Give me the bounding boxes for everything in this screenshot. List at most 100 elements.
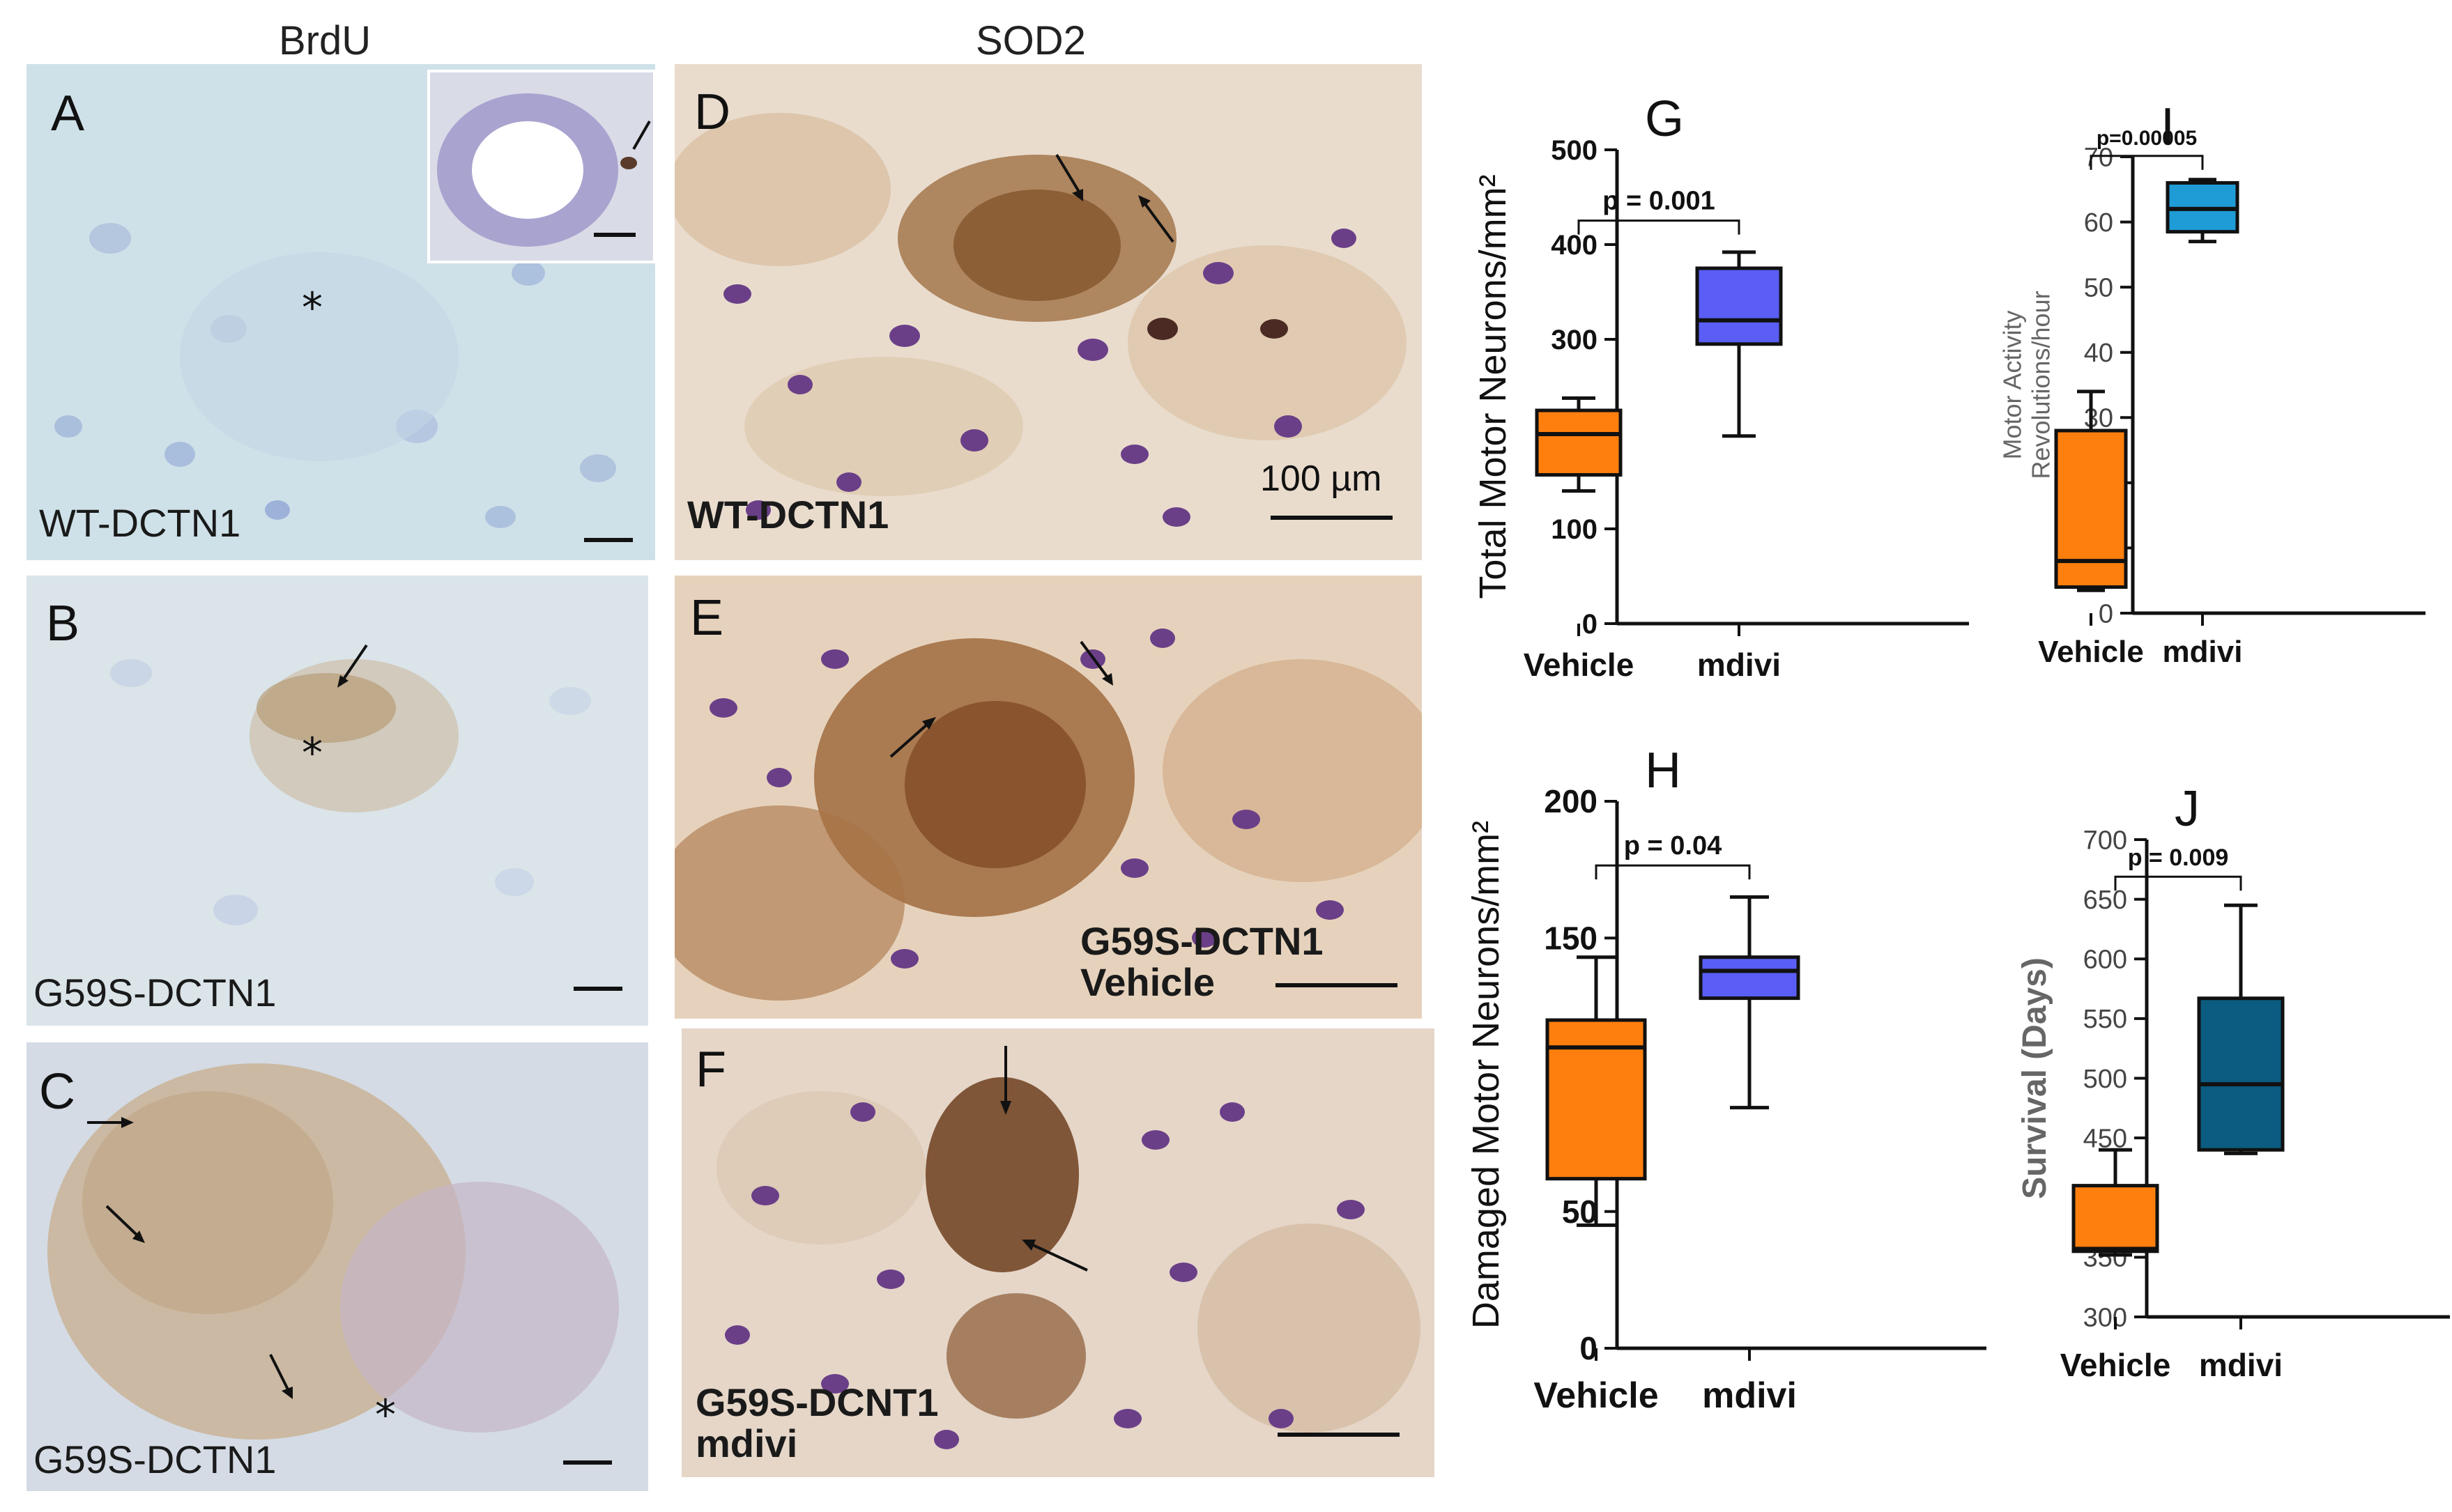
- x-tick-label: Vehicle: [2060, 1347, 2171, 1383]
- box-vehicle: [2054, 389, 2128, 592]
- micrograph-caption-f: G59S-DCNT1 mdivi: [696, 1380, 939, 1465]
- y-axis-label: Total Motor Neurons/mm²: [1472, 174, 1514, 599]
- box-rect: [1535, 408, 1623, 477]
- arrow-icon: [1138, 195, 1174, 243]
- box-rect: [1695, 266, 1783, 346]
- box-rect: [2054, 429, 2128, 589]
- y-tick-label: 100: [1551, 514, 1597, 545]
- x-tick-label: mdivi: [1702, 1375, 1797, 1416]
- panel-label-j: J: [2175, 781, 2200, 837]
- x-tick-label: mdivi: [2199, 1347, 2283, 1383]
- arrow-icon: [1000, 1046, 1011, 1115]
- y-tick-label: 150: [1544, 920, 1597, 956]
- p-value-annotation: p = 0.009: [2128, 844, 2229, 871]
- p-value-annotation: p=0.00005: [2097, 127, 2197, 150]
- scale-bar: [563, 1460, 612, 1465]
- x-tick-label: Vehicle: [1533, 1375, 1658, 1416]
- micrograph-caption-e: G59S-DCTN1 Vehicle: [1080, 919, 1324, 1004]
- box-mdivi: [1695, 250, 1783, 438]
- y-tick-label: 60: [2084, 208, 2113, 238]
- box-rect: [1545, 1018, 1647, 1181]
- micrograph-panel-f: F G59S-DCNT1 mdivi: [682, 1028, 1434, 1477]
- panel-label-d: D: [694, 84, 730, 140]
- scale-bar: [574, 987, 622, 991]
- panel-label-b: B: [46, 596, 80, 651]
- box-vehicle: [1545, 955, 1647, 1227]
- arrow-icon: [87, 1117, 134, 1128]
- chart-j-svg: J300350400450500550600650700Survival (Da…: [2016, 781, 2450, 1383]
- micrograph-caption-b: G59S-DCTN1: [33, 971, 277, 1015]
- asterisk-marker: *: [302, 729, 323, 778]
- micrograph-caption-d: WT-DCTN1: [687, 493, 889, 537]
- chart-g: G0100200300400500Total Motor Neurons/mm²…: [1457, 63, 1969, 721]
- micrograph-panel-c: C * G59S-DCTN1: [26, 1042, 648, 1491]
- y-tick-label: 40: [2084, 339, 2113, 368]
- arrow-icon: [337, 644, 368, 688]
- y-tick-label: 650: [2083, 886, 2127, 915]
- chart-j: J300350400450500550600650700Survival (Da…: [2007, 711, 2452, 1411]
- y-tick-label: 600: [2083, 946, 2127, 975]
- micrograph-panel-d: D WT-DCTN1 100 µm: [675, 64, 1422, 560]
- y-axis-label: Damaged Motor Neurons/mm²: [1465, 821, 1507, 1329]
- significance-bracket: [1595, 864, 1751, 880]
- micrograph-c-image: [26, 1042, 648, 1491]
- panel-label-h: H: [1645, 743, 1681, 799]
- y-tick-label: 300: [2083, 1303, 2127, 1332]
- panel-label-a: A: [51, 86, 85, 141]
- box-vehicle: [1535, 396, 1623, 493]
- box-mdivi: [1699, 895, 1800, 1110]
- asterisk-marker: *: [302, 284, 323, 332]
- y-tick-label: 50: [2084, 273, 2113, 302]
- scale-bar: [1271, 516, 1393, 520]
- micrograph-a-inset: [427, 70, 655, 263]
- y-tick-label: 0: [2099, 599, 2113, 628]
- significance-bracket: [1577, 219, 1740, 235]
- box-rect: [2071, 1184, 2159, 1253]
- micrograph-panel-e: E G59S-DCTN1 Vehicle: [675, 576, 1422, 1019]
- chart-g-svg: G0100200300400500Total Motor Neurons/mm²…: [1472, 91, 1969, 683]
- micrograph-caption-c: G59S-DCTN1: [33, 1437, 277, 1481]
- y-tick-label: 550: [2083, 1005, 2127, 1034]
- micrograph-caption-a: WT-DCTN1: [39, 501, 241, 545]
- chart-h-svg: H050100150200Damaged Motor Neurons/mm²Ve…: [1465, 743, 1986, 1416]
- x-tick-label: Vehicle: [1524, 647, 1634, 683]
- significance-bracket: [2114, 875, 2242, 891]
- micrograph-f-image: [682, 1028, 1434, 1477]
- chart-i-svg: I010203040506070Motor ActivityRevolution…: [1998, 98, 2426, 669]
- y-axis-label: Survival (Days): [2016, 957, 2053, 1199]
- box-rect: [2197, 996, 2285, 1152]
- panel-label-f: F: [696, 1042, 726, 1097]
- x-tick-label: mdivi: [2163, 635, 2243, 669]
- scale-bar: [1278, 1433, 1400, 1437]
- y-tick-label: 500: [1551, 135, 1597, 166]
- micrograph-d-image: [675, 64, 1422, 560]
- column-title-brdu: BrdU: [279, 18, 371, 63]
- y-tick-label: 700: [2083, 826, 2127, 855]
- asterisk-marker: *: [375, 1391, 396, 1440]
- box-mdivi: [2166, 178, 2239, 244]
- arrow-icon: [105, 1205, 145, 1243]
- arrow-icon: [889, 717, 936, 758]
- micrograph-panel-b: B * G59S-DCTN1: [26, 576, 648, 1026]
- chart-i: I010203040506070Motor ActivityRevolution…: [1972, 84, 2426, 672]
- significance-bracket: [2090, 155, 2204, 170]
- y-tick-label: 400: [1551, 230, 1597, 261]
- scale-bar-label: 100 µm: [1260, 458, 1382, 499]
- micrograph-panel-a: A * WT-DCTN1: [26, 64, 655, 560]
- y-tick-label: 30: [2084, 404, 2113, 433]
- micrograph-e-image: [675, 576, 1422, 1019]
- panel-label-i: I: [2161, 98, 2175, 154]
- scale-bar: [1275, 983, 1397, 987]
- arrow-icon: [1022, 1240, 1088, 1272]
- panel-label-e: E: [690, 590, 724, 646]
- p-value-annotation: p = 0.001: [1602, 187, 1715, 216]
- box-vehicle: [2071, 1148, 2159, 1257]
- y-axis-label: Revolutions/hour: [2027, 291, 2055, 479]
- scale-bar: [584, 538, 633, 542]
- chart-h: H050100150200Damaged Motor Neurons/mm²Ve…: [1457, 690, 1986, 1439]
- y-tick-label: 200: [1544, 783, 1597, 819]
- micrograph-b-image: [26, 576, 648, 1026]
- y-axis-label: Motor Activity: [1998, 310, 2026, 459]
- arrow-icon: [1080, 640, 1113, 686]
- arrow-icon: [1055, 153, 1083, 201]
